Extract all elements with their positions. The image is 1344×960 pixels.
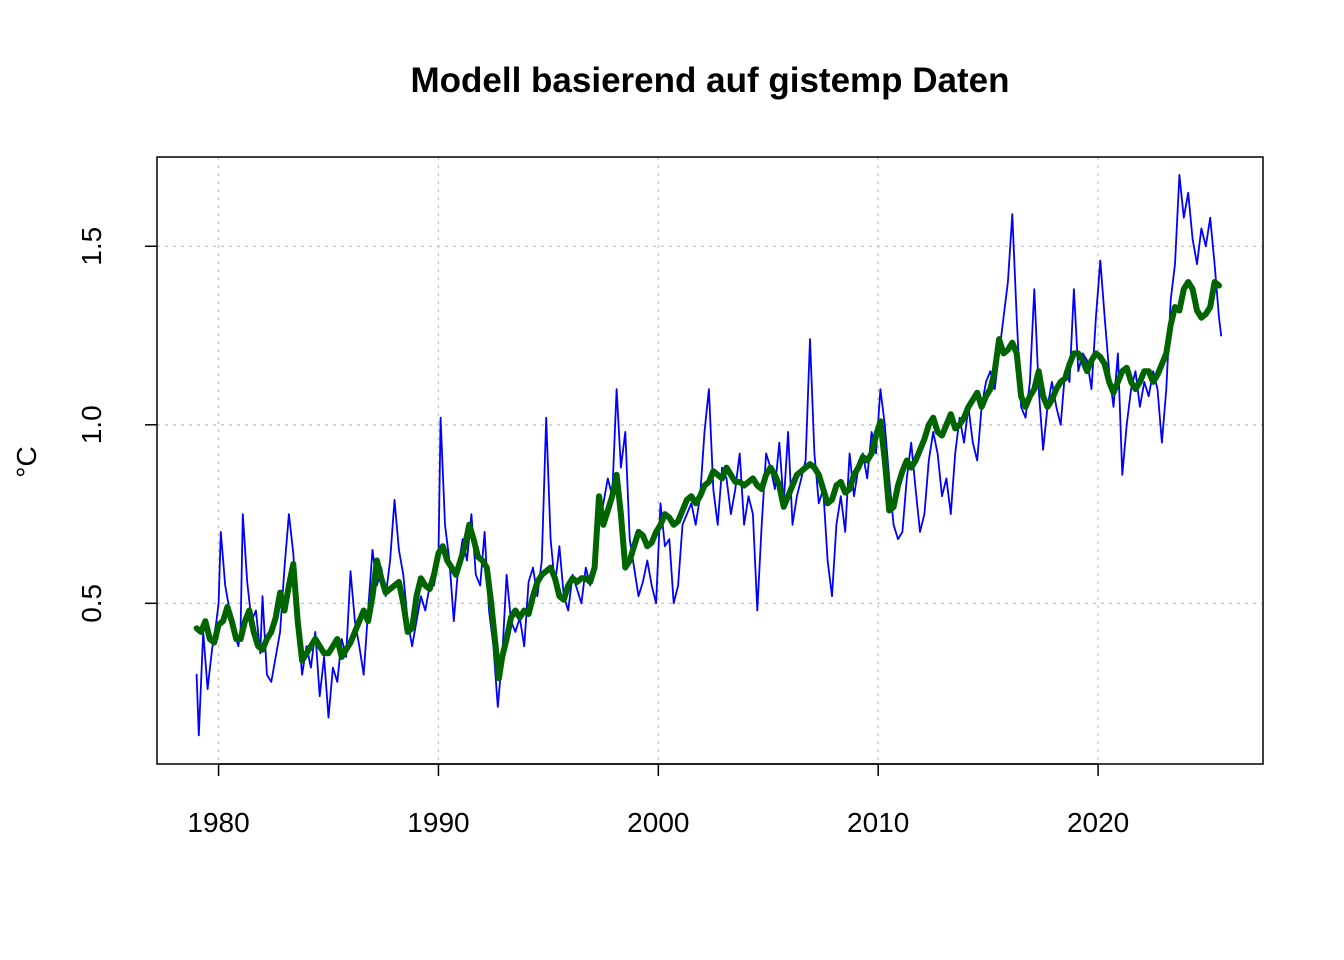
y-axis-label: °C [11,446,42,477]
chart-title: Modell basierend auf gistemp Daten [411,61,1010,100]
series-layer [193,174,1223,737]
axis-layer: 1980 1990 2000 2010 2020 0.5 1.0 1.5 [76,227,1129,838]
y-tick-label: 0.5 [76,584,107,623]
x-tick-label: 2000 [627,807,689,838]
y-tick-label: 1.0 [76,405,107,444]
x-tick-label: 1980 [187,807,249,838]
y-tick-label: 1.5 [76,227,107,266]
x-tick-label: 2010 [847,807,909,838]
model-series-line [193,279,1222,682]
x-tick-label: 2020 [1067,807,1129,838]
x-tick-label: 1990 [407,807,469,838]
monthly-series-line [195,174,1223,737]
